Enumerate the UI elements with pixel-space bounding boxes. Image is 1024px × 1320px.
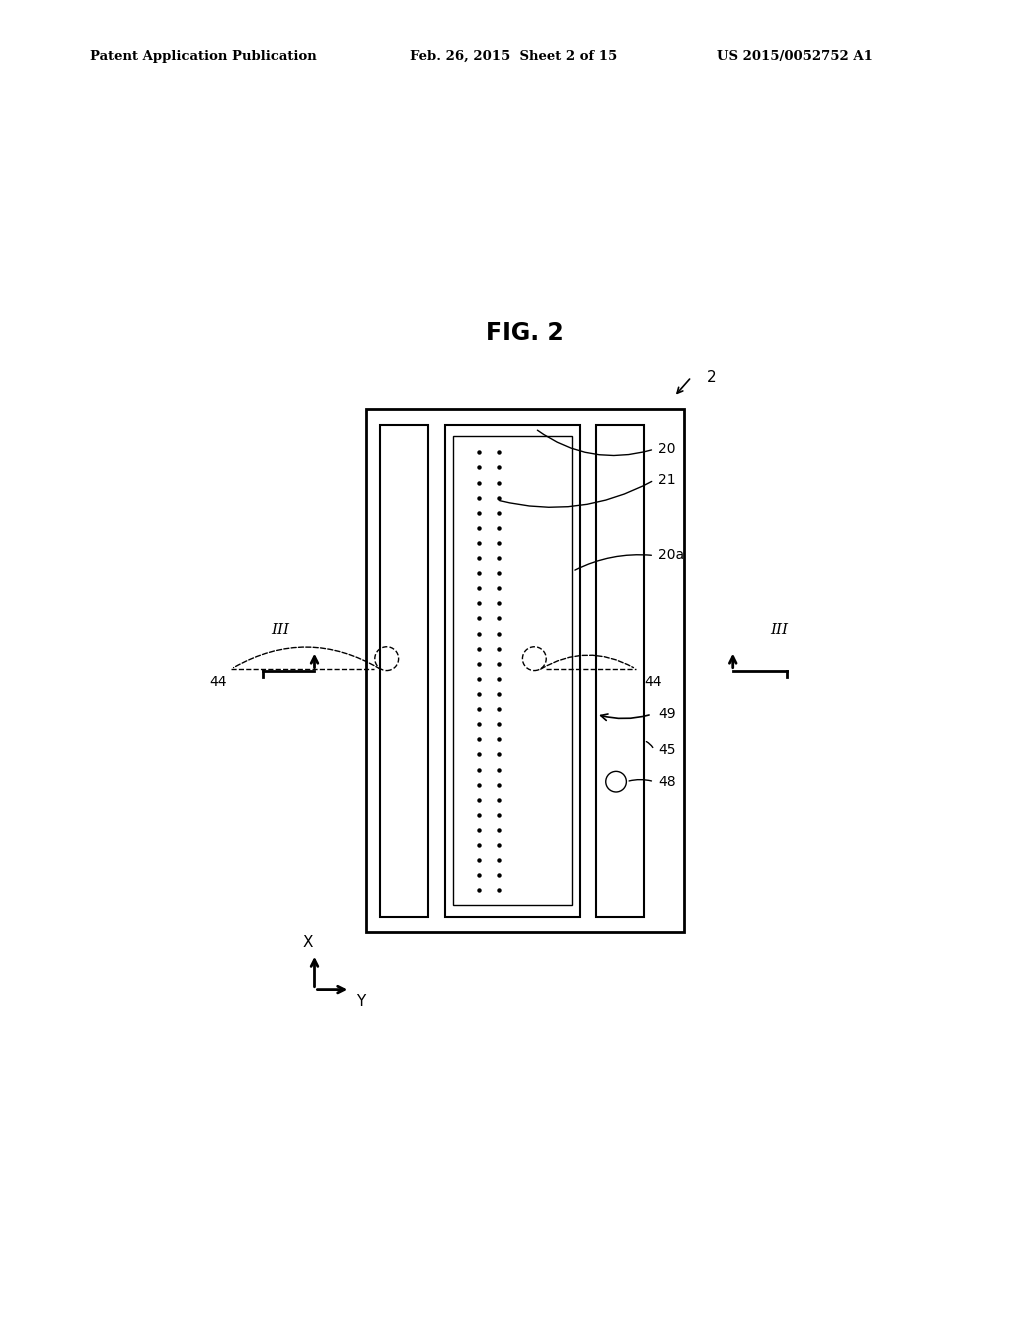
Text: 44: 44: [210, 676, 227, 689]
Text: Feb. 26, 2015  Sheet 2 of 15: Feb. 26, 2015 Sheet 2 of 15: [410, 50, 616, 63]
Bar: [454, 437, 572, 904]
Text: 44: 44: [644, 676, 662, 689]
Text: 45: 45: [658, 743, 676, 756]
Text: 21: 21: [658, 473, 676, 487]
Text: III: III: [770, 623, 787, 638]
Text: III: III: [271, 623, 290, 638]
Text: 20: 20: [658, 442, 676, 457]
Bar: [367, 409, 684, 932]
Text: Patent Application Publication: Patent Application Publication: [90, 50, 316, 63]
Bar: [596, 425, 644, 916]
Text: 48: 48: [658, 775, 676, 788]
Text: Y: Y: [356, 994, 366, 1008]
Text: US 2015/0052752 A1: US 2015/0052752 A1: [717, 50, 872, 63]
Text: X: X: [303, 935, 313, 950]
Bar: [380, 425, 428, 916]
Text: 49: 49: [658, 708, 676, 721]
Text: 20a: 20a: [658, 549, 684, 562]
Bar: [445, 425, 581, 916]
Text: FIG. 2: FIG. 2: [486, 321, 563, 346]
Text: 2: 2: [708, 370, 717, 385]
